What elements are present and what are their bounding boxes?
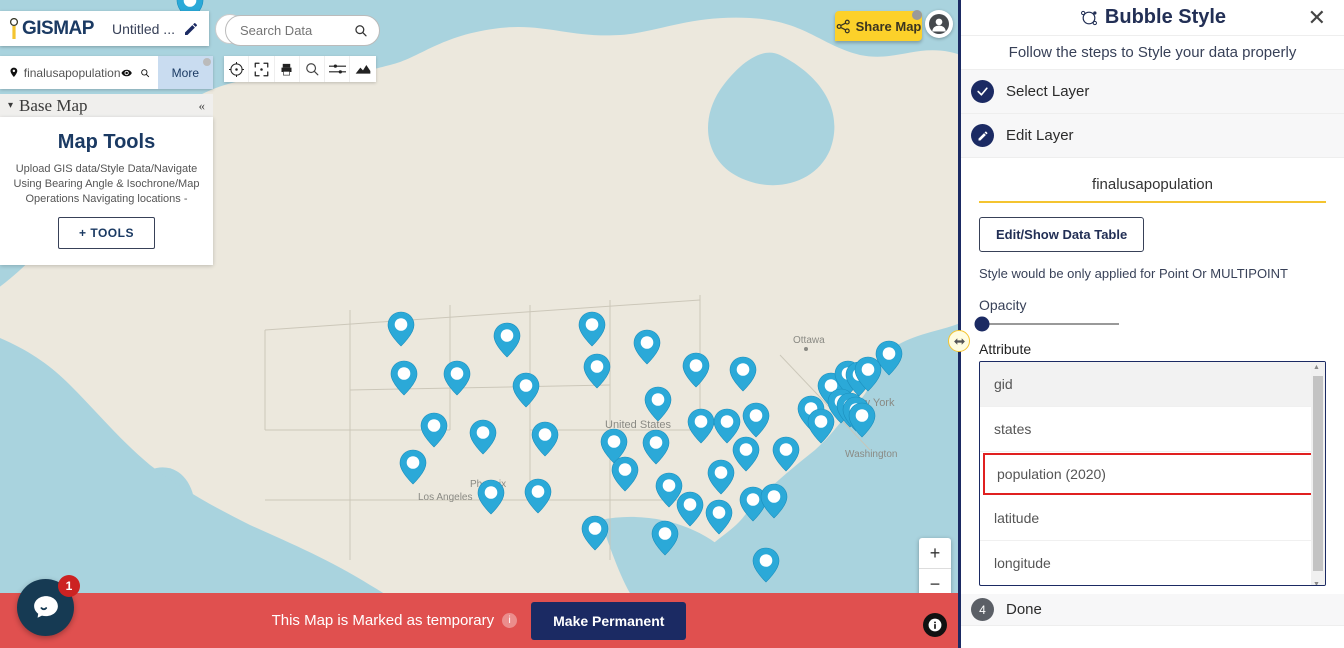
svg-text:Washington: Washington — [845, 449, 897, 460]
svg-text:Ottawa: Ottawa — [793, 335, 825, 346]
svg-text:Los Angeles: Los Angeles — [418, 492, 473, 503]
